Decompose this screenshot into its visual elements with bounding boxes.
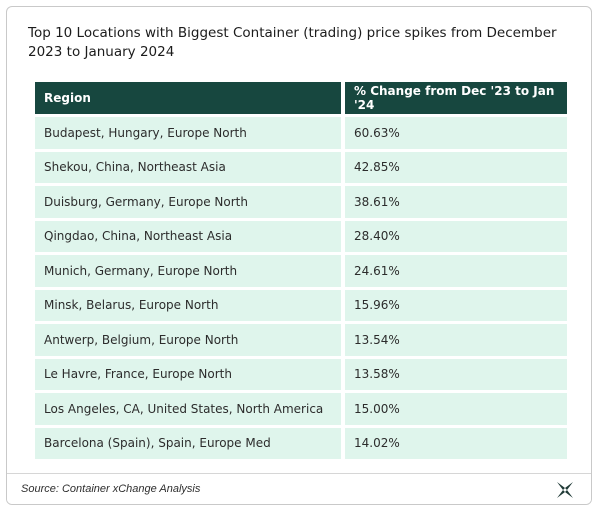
table-header-row: Region % Change from Dec '23 to Jan '24	[35, 82, 567, 114]
region-cell: Budapest, Hungary, Europe North	[35, 117, 341, 149]
data-table: Region % Change from Dec '23 to Jan '24 …	[31, 79, 571, 462]
region-cell: Los Angeles, CA, United States, North Am…	[35, 393, 341, 425]
column-header-change: % Change from Dec '23 to Jan '24	[345, 82, 567, 114]
table-row: Budapest, Hungary, Europe North 60.63%	[35, 117, 567, 149]
column-header-region: Region	[35, 82, 341, 114]
table-row: Antwerp, Belgium, Europe North 13.54%	[35, 324, 567, 356]
table-row: Barcelona (Spain), Spain, Europe Med 14.0…	[35, 427, 567, 459]
table-row: Qingdao, China, Northeast Asia 28.40%	[35, 220, 567, 252]
table-row: Shekou, China, Northeast Asia 42.85%	[35, 151, 567, 183]
change-cell: 42.85%	[345, 151, 567, 183]
region-cell: Munich, Germany, Europe North	[35, 255, 341, 287]
change-cell: 13.54%	[345, 324, 567, 356]
region-cell: Qingdao, China, Northeast Asia	[35, 220, 341, 252]
change-cell: 15.96%	[345, 289, 567, 321]
table-row: Le Havre, France, Europe North 13.58%	[35, 358, 567, 390]
region-cell: Duisburg, Germany, Europe North	[35, 186, 341, 218]
change-cell: 15.00%	[345, 393, 567, 425]
chart-title: Top 10 Locations with Biggest Container …	[28, 25, 557, 60]
table-row: Duisburg, Germany, Europe North 38.61%	[35, 186, 567, 218]
footer: Source: Container xChange Analysis	[7, 473, 591, 504]
region-cell: Barcelona (Spain), Spain, Europe Med	[35, 427, 341, 459]
source-note: Source: Container xChange Analysis	[21, 483, 201, 495]
change-cell: 28.40%	[345, 220, 567, 252]
table-row: Los Angeles, CA, United States, North Am…	[35, 393, 567, 425]
xchange-logo-icon	[557, 482, 573, 498]
change-cell: 24.61%	[345, 255, 567, 287]
region-cell: Le Havre, France, Europe North	[35, 358, 341, 390]
change-cell: 13.58%	[345, 358, 567, 390]
change-cell: 14.02%	[345, 427, 567, 459]
table-body: Budapest, Hungary, Europe North 60.63% She…	[35, 117, 567, 459]
region-cell: Antwerp, Belgium, Europe North	[35, 324, 341, 356]
region-cell: Shekou, China, Northeast Asia	[35, 151, 341, 183]
change-cell: 60.63%	[345, 117, 567, 149]
change-cell: 38.61%	[345, 186, 567, 218]
chart-card: Top 10 Locations with Biggest Container …	[6, 6, 592, 505]
table-row: Minsk, Belarus, Europe North 15.96%	[35, 289, 567, 321]
table-row: Munich, Germany, Europe North 24.61%	[35, 255, 567, 287]
region-cell: Minsk, Belarus, Europe North	[35, 289, 341, 321]
